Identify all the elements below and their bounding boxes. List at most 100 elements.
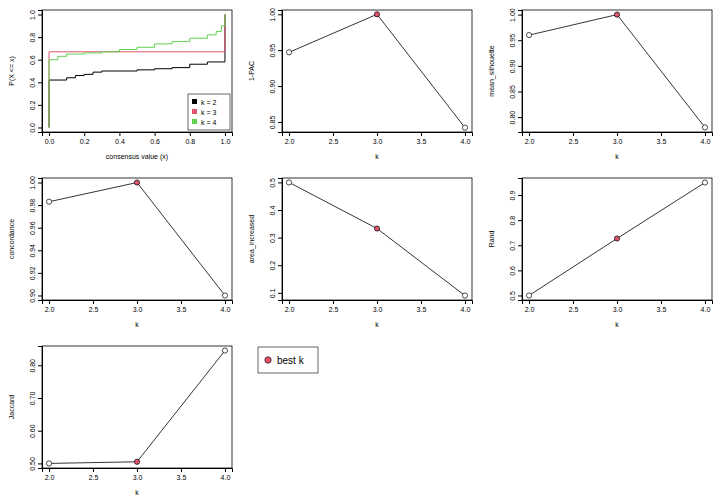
- x-tick-mark: [377, 132, 378, 136]
- legend-swatch: [192, 109, 197, 114]
- legend-label: k = 3: [201, 109, 216, 116]
- x-tick-label: 3.0: [613, 138, 623, 145]
- y-tick: 0.92: [29, 266, 42, 280]
- x-tick-mark: [705, 300, 706, 304]
- y-tick-label: 0.3: [269, 233, 276, 243]
- y-tick-mark: [518, 245, 522, 246]
- best-point: [134, 180, 139, 185]
- y-tick-mark: [278, 210, 282, 211]
- panel: 2.02.53.03.54.00.10.20.30.40.5karea_incr…: [248, 178, 473, 328]
- point: [702, 180, 707, 185]
- x-tick-label: 0.0: [45, 138, 55, 145]
- y-tick-mark: [518, 66, 522, 67]
- x-tick-mark: [333, 300, 334, 304]
- x-axis-line: [43, 133, 233, 137]
- x-tick: 3.5: [417, 132, 427, 145]
- x-tick-mark: [289, 300, 290, 304]
- x-axis-line: [523, 301, 713, 305]
- x-tick: 4.0: [701, 300, 711, 313]
- x-tick-label: 4.0: [461, 306, 471, 313]
- series-line: [49, 351, 225, 464]
- x-tick: 3.0: [133, 468, 143, 481]
- plot-frame: [282, 10, 472, 132]
- x-tick-mark: [93, 468, 94, 472]
- x-tick: 0.8: [185, 132, 195, 145]
- point: [286, 180, 291, 185]
- panel: 2.02.53.03.54.00.800.850.900.951.00kmean…: [488, 8, 713, 160]
- plot-area: [46, 348, 227, 466]
- x-tick: 3.0: [133, 300, 143, 313]
- y-tick-label: 0.85: [269, 116, 276, 130]
- x-tick-label: 3.5: [177, 306, 187, 313]
- y-tick-mark: [518, 220, 522, 221]
- plot-area: [286, 180, 467, 298]
- y-axis-title: Rand: [488, 231, 495, 248]
- x-tick-mark: [617, 132, 618, 136]
- x-tick-mark: [529, 300, 530, 304]
- plot-area: [526, 12, 707, 130]
- y-tick: 1.00: [29, 176, 42, 190]
- x-tick: 2.0: [285, 132, 295, 145]
- x-tick: 3.5: [657, 300, 667, 313]
- x-tick: 4.0: [701, 132, 711, 145]
- x-tick: 3.0: [373, 300, 383, 313]
- legend: best k: [258, 347, 318, 373]
- y-tick: 0.1: [269, 288, 282, 298]
- best-point: [134, 459, 139, 464]
- y-tick: 0.94: [29, 244, 42, 258]
- y-tick: 0.95: [509, 34, 522, 48]
- x-tick-label: 4.0: [701, 138, 711, 145]
- best-point: [614, 236, 619, 241]
- y-tick-mark: [38, 127, 42, 128]
- y-tick-mark: [38, 105, 42, 106]
- y-tick-label: 1.00: [269, 8, 276, 22]
- y-tick-mark: [278, 293, 282, 294]
- x-axis-title: k: [375, 153, 379, 160]
- x-tick: 2.5: [569, 132, 579, 145]
- x-tick: 0.0: [45, 132, 55, 145]
- y-tick-label: 0.0: [29, 123, 36, 133]
- y-tick-label: 0.80: [29, 359, 36, 373]
- x-tick-label: 2.5: [329, 138, 339, 145]
- x-tick-label: 2.5: [89, 306, 99, 313]
- best-point: [374, 226, 379, 231]
- y-tick-mark: [518, 117, 522, 118]
- y-tick: 0.90: [29, 289, 42, 303]
- y-tick-label: 0.1: [269, 288, 276, 298]
- x-tick: 4.0: [461, 300, 471, 313]
- series-line: [529, 183, 705, 296]
- x-tick-label: 3.5: [657, 138, 667, 145]
- y-tick: 0.90: [269, 80, 282, 94]
- plot-frame: [282, 178, 472, 300]
- y-tick-label: 0.4: [269, 206, 276, 216]
- x-tick-mark: [617, 300, 618, 304]
- x-tick-mark: [137, 468, 138, 472]
- y-tick-label: 0.9: [509, 191, 516, 201]
- y-tick-label: 1.00: [29, 176, 36, 190]
- x-tick-mark: [84, 132, 85, 136]
- x-tick: 2.5: [89, 300, 99, 313]
- y-tick-label: 0.50: [29, 457, 36, 471]
- point: [526, 293, 531, 298]
- y-tick: 0.70: [29, 392, 42, 406]
- x-tick-label: 4.0: [221, 306, 231, 313]
- y-tick-label: 0.94: [29, 244, 36, 258]
- x-axis-title: k: [135, 489, 139, 496]
- y-axis: 0.10.20.30.40.5: [269, 178, 283, 301]
- y-tick: 0.90: [509, 59, 522, 73]
- x-tick-label: 3.5: [417, 138, 427, 145]
- y-tick-label: 0.4: [29, 78, 36, 88]
- x-tick-mark: [421, 132, 422, 136]
- x-axis-line: [523, 133, 713, 137]
- x-axis-title: k: [615, 153, 619, 160]
- y-tick: 0.85: [509, 85, 522, 99]
- y-tick-mark: [278, 14, 282, 15]
- x-tick: 2.0: [525, 300, 535, 313]
- x-tick-label: 1.0: [221, 138, 231, 145]
- x-tick-mark: [225, 468, 226, 472]
- y-tick: 0.2: [29, 100, 42, 110]
- point: [286, 50, 291, 55]
- panel: 2.02.53.03.54.00.850.900.951.00k1-PAC: [248, 8, 473, 160]
- x-tick-mark: [225, 300, 226, 304]
- y-tick-label: 0.5: [269, 178, 276, 188]
